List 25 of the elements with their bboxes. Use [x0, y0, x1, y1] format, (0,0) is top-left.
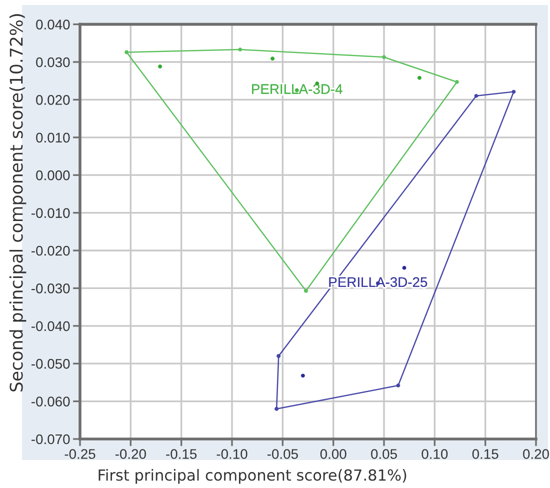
y-tick-label: -0.010: [32, 208, 70, 218]
y-tick-label: -0.030: [32, 284, 70, 294]
x-tick-label: 0.20: [523, 449, 549, 459]
y-tick-label: 0.040: [36, 20, 70, 30]
y-tick-label: -0.040: [32, 321, 70, 332]
series-label: PERILLA-3D-4: [252, 84, 342, 94]
x-tick-label: 0.05: [371, 449, 397, 459]
x-tick-label: -0.10: [216, 449, 248, 459]
x-tick-label: -0.20: [115, 449, 146, 459]
y-tick-label: 0.000: [36, 170, 70, 180]
x-tick-label: 0.15: [472, 449, 498, 459]
y-tick-label: 0.030: [36, 57, 70, 68]
x-tick-label: 0.00: [320, 449, 346, 459]
y-tick-label: -0.050: [32, 358, 70, 369]
y-axis-title: Second principal component score(10.72%): [9, 14, 26, 392]
y-tick-label: 0.020: [36, 95, 70, 105]
x-tick-label: 0.10: [422, 449, 448, 459]
x-axis-title: First principal component score(87.81%): [98, 468, 406, 484]
y-tick-label: -0.020: [32, 246, 70, 256]
x-tick-label: -0.05: [267, 449, 298, 459]
x-tick-label: -0.15: [166, 449, 197, 459]
y-tick-label: -0.070: [32, 434, 70, 444]
y-tick-label: 0.010: [36, 132, 70, 143]
x-tick-label: -0.25: [64, 449, 96, 459]
y-tick-label: -0.060: [32, 396, 70, 406]
